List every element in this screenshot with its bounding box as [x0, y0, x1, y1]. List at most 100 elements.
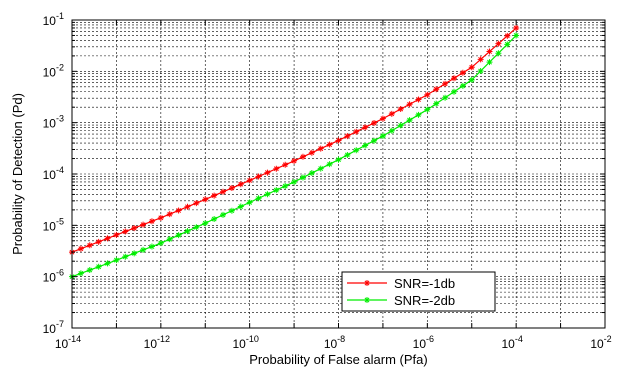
y-tick-label: 10-2: [43, 62, 64, 79]
series-marker: [353, 128, 360, 135]
series-marker: [282, 183, 289, 190]
series-marker: [193, 200, 200, 207]
series-marker: [371, 119, 378, 126]
series-marker: [388, 127, 395, 134]
series-marker: [95, 238, 102, 245]
series-marker: [175, 232, 182, 239]
legend-label: SNR=-1db: [394, 276, 455, 291]
series-marker: [362, 124, 369, 131]
series-marker: [513, 32, 520, 39]
series-marker: [175, 207, 182, 214]
series-marker: [504, 32, 511, 39]
series-2: [69, 32, 520, 280]
series-marker: [220, 211, 227, 218]
y-tick-label: 10-4: [43, 165, 64, 182]
x-tick-label: 10-14: [55, 334, 81, 351]
y-tick-label: 10-6: [43, 268, 64, 285]
series-marker: [344, 133, 351, 140]
series-marker: [131, 225, 138, 232]
series-marker: [273, 187, 280, 194]
series-marker: [104, 260, 111, 267]
series-marker: [459, 69, 466, 76]
series-marker: [424, 91, 431, 98]
series-marker: [442, 94, 449, 101]
series-marker: [211, 192, 218, 199]
series-marker: [379, 115, 386, 122]
series-marker: [442, 80, 449, 87]
series-marker: [140, 221, 147, 228]
series-marker: [282, 161, 289, 168]
series-marker: [504, 41, 511, 48]
x-axis-label: Probability of False alarm (Pfa): [249, 352, 427, 367]
series-marker: [486, 48, 493, 55]
series-marker: [86, 242, 93, 249]
series-marker: [255, 195, 262, 202]
series-marker: [397, 122, 404, 129]
legend: SNR=-1db SNR=-2db: [341, 271, 496, 312]
series-marker: [255, 173, 262, 180]
series-marker: [122, 228, 129, 235]
tick-layer: 10-14 10-12 10-10 10-8 10-6 10-4 10-2 10-7 10-6 1…: [43, 11, 612, 351]
series-marker: [77, 245, 84, 252]
series-marker: [459, 82, 466, 89]
series-marker: [202, 220, 209, 227]
series-marker: [326, 141, 333, 148]
series-marker: [148, 218, 155, 225]
series-marker: [450, 75, 457, 82]
series-marker: [513, 24, 520, 31]
series-marker: [193, 224, 200, 231]
legend-label: SNR=-2db: [394, 293, 455, 308]
series-1: [69, 24, 520, 256]
series-marker: [95, 263, 102, 270]
series-marker: [291, 157, 298, 164]
legend-box: [341, 271, 496, 312]
series-marker: [424, 106, 431, 113]
series-marker: [477, 68, 484, 75]
series-marker: [317, 165, 324, 172]
series-marker: [184, 203, 191, 210]
series-marker: [450, 88, 457, 95]
series-marker: [299, 174, 306, 181]
series-marker: [184, 228, 191, 235]
series-marker: [228, 207, 235, 214]
series-marker: [246, 177, 253, 184]
series-marker: [264, 169, 271, 176]
y-axis-label: Probability of Detection (Pd): [10, 93, 25, 255]
series-marker: [166, 211, 173, 218]
series-marker: [388, 110, 395, 117]
grid-layer: [72, 20, 605, 329]
series-marker: [308, 170, 315, 177]
series-marker: [237, 203, 244, 210]
x-tick-label: 10-10: [232, 334, 258, 351]
series-marker: [364, 297, 370, 303]
series-marker: [415, 96, 422, 103]
series-marker: [211, 216, 218, 223]
series-marker: [220, 188, 227, 195]
x-tick-label: 10-6: [413, 334, 434, 351]
series-marker: [273, 165, 280, 172]
series-marker: [228, 185, 235, 192]
series-marker: [364, 280, 370, 286]
series-marker: [495, 50, 502, 57]
series-marker: [433, 86, 440, 93]
series-marker: [317, 145, 324, 152]
series-marker: [113, 231, 120, 238]
series-marker: [104, 235, 111, 242]
x-tick-label: 10-12: [144, 334, 170, 351]
series-marker: [237, 181, 244, 188]
series-marker: [362, 142, 369, 149]
series-marker: [397, 106, 404, 113]
series-marker: [326, 161, 333, 168]
series-marker: [299, 153, 306, 160]
series-marker: [433, 100, 440, 107]
series-marker: [131, 250, 138, 257]
series-marker: [291, 178, 298, 185]
series-marker: [353, 147, 360, 154]
series-marker: [379, 132, 386, 139]
series-marker: [166, 236, 173, 243]
series-marker: [140, 246, 147, 253]
series-marker: [157, 214, 164, 221]
